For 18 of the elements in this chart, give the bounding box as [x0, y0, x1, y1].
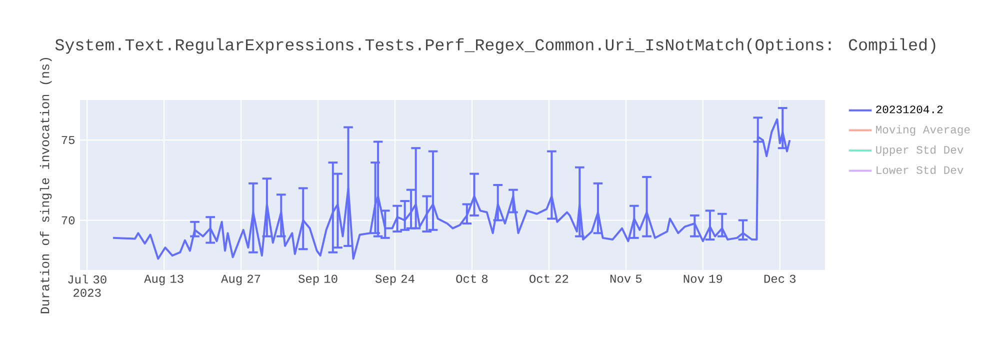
x-tick-label: Aug 27	[221, 274, 260, 286]
x-tick-label: Nov 5	[610, 274, 642, 283]
y-tick-label: 70	[62, 216, 75, 224]
x-tick-label: Aug 13	[144, 274, 184, 286]
x-tick-label: Sep 10	[298, 274, 338, 286]
legend-label: Upper Std Dev	[876, 145, 964, 156]
y-axis-title: Duration of single invocation (ns)	[40, 58, 52, 314]
legend-label: 20231204.2	[876, 106, 943, 114]
y-tick-label: 75	[62, 136, 75, 144]
x-tick-label: Dec 3	[764, 274, 796, 283]
legend-label: Lower Std Dev	[876, 166, 964, 174]
legend-label: Moving Average	[876, 125, 970, 136]
x-tick-label: Jul 30 2023	[68, 274, 106, 297]
x-tick-label: Sep 24	[375, 274, 414, 286]
x-tick-label: Oct 22	[530, 274, 568, 283]
chart-title: System.Text.RegularExpressions.Tests.Perf_Regex_Common.Uri_IsNotMatch(Options: Compiled)	[55, 38, 936, 54]
x-tick-label: Nov 19	[684, 274, 722, 283]
x-tick-label: Oct 8	[456, 274, 488, 283]
